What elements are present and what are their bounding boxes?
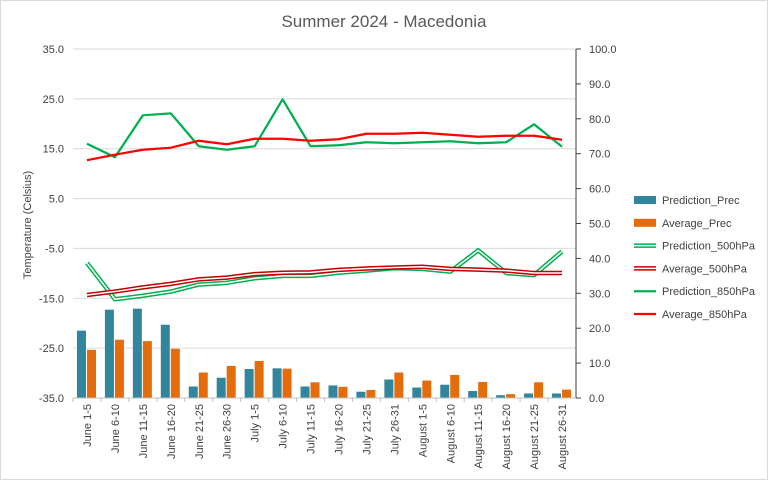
bar-prediction-prec: [76, 330, 86, 398]
bar-average-prec: [478, 381, 488, 398]
bar-average-prec: [422, 380, 432, 398]
y2-tick-label: 50.0: [589, 219, 610, 231]
bar-average-prec: [226, 365, 236, 398]
bar-prediction-prec: [300, 386, 310, 398]
x-tick-label: August 21-25: [529, 404, 541, 469]
x-tick-label: August 1-5: [417, 404, 429, 457]
bar-average-prec: [282, 368, 292, 398]
y2-tick-label: 70.0: [589, 149, 610, 161]
y-tick-label: 15.0: [43, 144, 64, 156]
bar-average-prec: [534, 382, 544, 398]
x-tick-label: June 11-15: [138, 404, 150, 458]
line-prediction-850hpa: [86, 98, 563, 159]
legend-swatch: [634, 196, 656, 204]
legend-label: Prediction_500hPa: [662, 241, 756, 253]
gridlines: [73, 48, 576, 399]
x-tick-label: June 21-25: [194, 404, 206, 459]
bar-prediction-prec: [244, 369, 254, 398]
x-tick-label: August 6-10: [445, 404, 457, 463]
legend-label: Average_500hPa: [662, 263, 748, 275]
legend-label: Average_Prec: [662, 218, 732, 230]
y2-tick-label: 90.0: [589, 79, 610, 91]
bar-prediction-prec: [272, 368, 282, 398]
legend-swatch: [634, 218, 656, 227]
y2-tick-label: 100.0: [589, 44, 617, 56]
legend: Prediction_Prec Average_Prec Prediction_50…: [634, 195, 756, 321]
bar-prediction-prec: [132, 308, 142, 398]
y-axis-label: Temperature (Celsius): [22, 171, 34, 279]
y2-tick-label: 10.0: [589, 358, 610, 370]
x-tick-label: July 6-10: [278, 404, 290, 449]
bar-prediction-prec: [496, 395, 506, 398]
x-tick-label: June 16-20: [166, 404, 178, 459]
y2-tick-label: 30.0: [589, 288, 610, 300]
y-tick-label: 35.0: [43, 44, 64, 56]
bar-average-prec: [562, 389, 572, 398]
bar-average-prec: [450, 374, 460, 398]
bar-average-prec: [254, 361, 264, 398]
x-tick-label: August 11-15: [473, 404, 485, 469]
y2-tick-label: 20.0: [589, 323, 610, 335]
line-prediction-500hpa-inner: [86, 249, 563, 300]
line-average-850hpa: [86, 131, 563, 162]
y-tick-label: -5.0: [45, 243, 64, 255]
y-tick-label: 5.0: [49, 194, 64, 206]
bar-prediction-prec: [160, 324, 170, 398]
x-tick-label: July 21-25: [361, 404, 373, 455]
bar-average-prec: [170, 348, 180, 398]
bar-prediction-prec: [328, 385, 338, 398]
y-tick-label: 25.0: [43, 94, 64, 106]
chart-title: Summer 2024 - Macedonia: [281, 12, 487, 31]
legend-label: Average_850hPa: [662, 309, 748, 321]
bar-prediction-prec: [384, 379, 394, 398]
bar-average-prec: [142, 341, 152, 398]
y-tick-label: -35.0: [39, 393, 64, 405]
bar-average-prec: [338, 386, 348, 398]
legend-label: Prediction_Prec: [662, 195, 740, 207]
x-tick-label: June 26-30: [222, 404, 234, 459]
x-tick-label: July 16-20: [333, 404, 345, 455]
y2-tick-label: 40.0: [589, 253, 610, 265]
x-tick-label: July 1-5: [250, 404, 262, 443]
y-tick-label: -15.0: [39, 293, 64, 305]
bar-average-prec: [366, 389, 376, 398]
bar-average-prec: [114, 339, 124, 398]
bar-prediction-prec: [412, 387, 422, 398]
x-tick-label: June 1-5: [82, 404, 94, 447]
y2-tick-label: 0.0: [589, 393, 604, 405]
bar-prediction-prec: [104, 309, 114, 398]
bar-prediction-prec: [552, 393, 562, 398]
y2-tick-label: 80.0: [589, 114, 610, 126]
bar-average-prec: [198, 372, 208, 398]
x-tick-label: August 16-20: [501, 404, 513, 469]
bar-prediction-prec: [356, 391, 366, 398]
series-lines: [85, 98, 564, 302]
x-tick-label: July 26-31: [389, 404, 401, 455]
bar-prediction-prec: [468, 391, 478, 398]
bar-average-prec: [394, 372, 404, 398]
bar-prediction-prec: [216, 377, 226, 398]
line-average-500hpa-inner: [86, 266, 563, 296]
x-tick-label: July 11-15: [306, 404, 318, 454]
axes: 35.0 25.0 15.0 5.0 -5.0 -15.0 -25.0 -35.0 100.0 9…: [39, 44, 617, 469]
x-tick-label: August 26-31: [557, 404, 569, 469]
bar-prediction-prec: [440, 384, 450, 398]
bar-prediction-prec: [188, 386, 198, 398]
bars: [76, 308, 572, 398]
bar-average-prec: [310, 382, 320, 398]
bar-average-prec: [86, 349, 96, 398]
bar-prediction-prec: [524, 393, 534, 398]
legend-label: Prediction_850hPa: [662, 286, 756, 298]
x-tick-label: June 6-10: [110, 404, 122, 453]
y-tick-label: -25.0: [39, 343, 64, 355]
bar-average-prec: [506, 394, 516, 398]
y2-tick-label: 60.0: [589, 184, 610, 196]
